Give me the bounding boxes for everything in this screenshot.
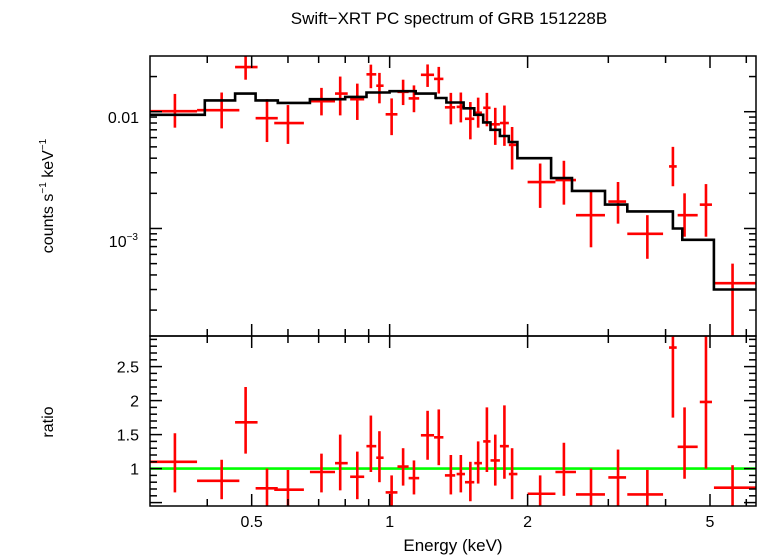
y-label-exp1: −1 — [38, 182, 49, 194]
spectrum-point-6 — [309, 87, 336, 116]
chart-title: Swift−XRT PC spectrum of GRB 151228B — [291, 9, 607, 28]
ratio-point-27 — [608, 449, 627, 506]
spectrum-y-axis-label: counts s−1 keV−1 — [38, 138, 57, 253]
spectrum-point-27 — [608, 182, 627, 224]
ratio-point-12 — [397, 448, 409, 486]
ratio-point-30 — [677, 407, 698, 479]
ratio-point-21 — [490, 434, 500, 486]
x-tick-label-0.5: 0.5 — [241, 514, 263, 531]
spectrum-point-20 — [483, 92, 491, 127]
spectrum-panel: 0.01 10−3 counts s−1 keV−1 — [38, 55, 757, 337]
ratio-point-25 — [555, 442, 576, 496]
spectrum-point-32 — [713, 263, 756, 336]
ratio-point-1 — [150, 433, 198, 493]
y-tick-label-0.01: 0.01 — [108, 110, 139, 127]
ratio-point-32 — [713, 465, 756, 506]
spectrum-point-21 — [490, 107, 500, 145]
ratio-y-tick-label-2: 2 — [130, 394, 139, 411]
spectrum-point-4 — [255, 99, 278, 143]
ratio-point-15 — [434, 409, 444, 466]
ratio-point-9 — [366, 415, 377, 472]
ratio-point-14 — [420, 410, 435, 460]
y-tick-label-exponent: −3 — [127, 232, 139, 243]
y-label-kev: keV — [40, 150, 57, 182]
spectrum-point-26 — [575, 190, 605, 248]
y-tick-label-1e-3: 10−3 — [109, 232, 139, 251]
ratio-panel: 0.5 1 2 5 1 1.5 2 2.5 ratio Energy (keV) — [40, 335, 757, 555]
ratio-point-13 — [408, 460, 420, 495]
spectrum-y-ticks — [150, 75, 756, 311]
ratio-point-7 — [335, 434, 348, 491]
spectrum-point-15 — [434, 66, 444, 94]
spectrum-point-7 — [335, 76, 348, 116]
spectrum-point-30 — [677, 193, 698, 237]
y-label-counts: counts s — [40, 194, 57, 254]
x-tick-label-5: 5 — [706, 514, 715, 531]
ratio-y-tick-label-2.5: 2.5 — [117, 360, 139, 377]
ratio-point-28 — [627, 469, 664, 506]
ratio-point-18 — [464, 461, 475, 502]
spectrum-point-28 — [627, 215, 664, 259]
ratio-point-31 — [699, 336, 712, 469]
spectrum-point-5 — [274, 105, 304, 144]
ratio-point-8 — [350, 451, 365, 500]
ratio-y-tick-label-1: 1 — [130, 462, 139, 479]
spectrum-x-ticks — [206, 56, 748, 336]
spectrum-point-31 — [699, 184, 712, 237]
ratio-y-tick-label-1.5: 1.5 — [117, 428, 139, 445]
ratio-y-axis-label: ratio — [40, 406, 57, 437]
ratio-point-17 — [456, 455, 465, 493]
ratio-point-29 — [669, 336, 677, 418]
y-tick-label-base: 10 — [109, 234, 127, 251]
spectrum-point-29 — [669, 146, 677, 187]
spectrum-point-10 — [376, 72, 384, 104]
ratio-x-ticks: 0.5 1 2 5 — [206, 336, 748, 531]
ratio-y-ticks: 1 1.5 2 2.5 — [117, 338, 756, 504]
ratio-point-23 — [508, 448, 518, 500]
spectrum-point-14 — [420, 64, 435, 87]
spectrum-point-23 — [508, 126, 518, 170]
spectrum-point-13 — [408, 85, 420, 113]
ratio-point-11 — [385, 475, 398, 506]
ratio-point-2 — [197, 459, 240, 500]
x-tick-label-1: 1 — [385, 514, 394, 531]
y-label-exp2: −1 — [38, 138, 49, 150]
ratio-point-16 — [444, 455, 456, 495]
ratio-point-24 — [527, 475, 556, 506]
spectrum-point-22 — [499, 105, 509, 146]
ratio-point-10 — [376, 431, 384, 483]
spectrum-point-3 — [235, 56, 258, 80]
ratio-data-points — [150, 336, 756, 506]
spectrum-point-11 — [385, 98, 398, 136]
x-tick-label-2: 2 — [523, 514, 532, 531]
ratio-point-22 — [499, 405, 509, 479]
ratio-point-3 — [235, 387, 258, 454]
ratio-point-19 — [474, 441, 482, 484]
ratio-panel-frame — [149, 335, 757, 507]
model-histogram-line — [150, 89, 756, 291]
spectrum-point-16 — [444, 92, 456, 125]
ratio-point-4 — [255, 468, 278, 506]
ratio-point-26 — [575, 468, 605, 506]
spectrum-point-9 — [366, 64, 377, 89]
spectrum-point-24 — [527, 163, 556, 208]
ratio-point-6 — [309, 453, 336, 493]
spectrum-point-8 — [350, 83, 365, 120]
ratio-point-20 — [483, 407, 491, 472]
x-axis-label: Energy (keV) — [403, 536, 502, 555]
